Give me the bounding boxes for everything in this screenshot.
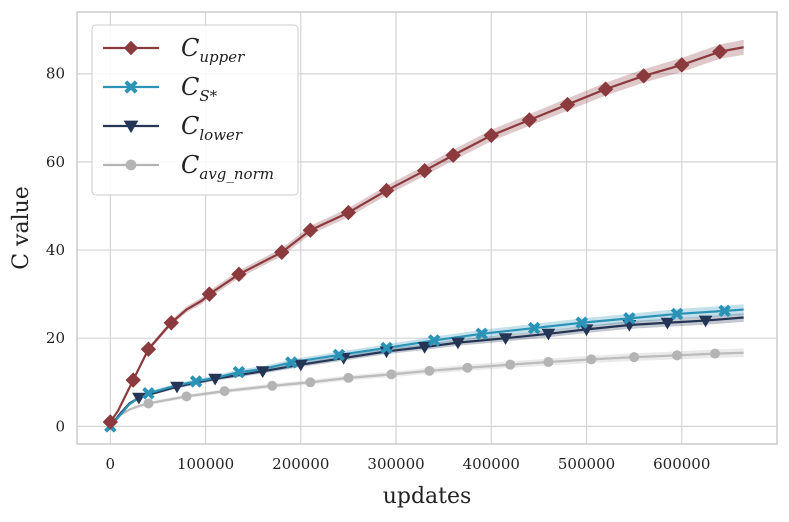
avg_norm-marker xyxy=(386,369,397,380)
y-axis-label: C value xyxy=(9,186,34,270)
legend-symbol: C xyxy=(181,34,199,62)
upper-marker xyxy=(163,315,179,331)
lower-marker xyxy=(698,315,713,328)
avg_norm-marker xyxy=(305,377,316,388)
upper-marker xyxy=(201,286,218,302)
upper-legend-marker xyxy=(123,40,139,56)
avg_norm-marker xyxy=(672,350,682,361)
lower-marker xyxy=(293,359,308,372)
avg_norm-marker xyxy=(505,359,516,370)
avg_norm-legend-label: Cavg_norm xyxy=(181,151,274,183)
upper-marker xyxy=(483,127,499,144)
avg_norm-marker xyxy=(143,398,154,409)
x-tick-label: 200000 xyxy=(272,455,329,473)
upper-marker xyxy=(140,341,157,357)
s_star-marker xyxy=(718,304,731,318)
upper-legend-label: Cupper xyxy=(181,34,245,66)
legend-symbol: C xyxy=(181,112,199,140)
y-tick-label: 40 xyxy=(46,241,65,259)
x-tick-label: 600000 xyxy=(653,455,710,473)
y-tick-label: 80 xyxy=(46,65,65,83)
lower-legend-marker xyxy=(123,120,139,134)
legend-subscript: upper xyxy=(199,48,245,66)
legend-symbol: C xyxy=(181,151,199,179)
s_star-marker xyxy=(232,365,246,379)
x-axis-ticks: 0 100000 200000 300000 400000 500000 600000 xyxy=(106,455,711,473)
lower-marker xyxy=(417,342,432,354)
avg_norm-line xyxy=(109,351,744,425)
lower-legend-label: Clower xyxy=(181,112,243,144)
lower-marker xyxy=(132,392,146,405)
upper-marker xyxy=(635,68,652,84)
s_star-marker xyxy=(285,356,298,369)
avg_norm-marker xyxy=(586,354,597,365)
x-tick-label: 500000 xyxy=(558,455,615,473)
x-tick-label: 100000 xyxy=(177,455,234,473)
legend-subscript: lower xyxy=(199,126,243,144)
s_star-marker xyxy=(670,307,684,321)
upper-marker xyxy=(712,43,728,60)
y-tick-label: 0 xyxy=(55,417,65,435)
lower-marker xyxy=(255,366,270,378)
s_star-legend-marker xyxy=(124,80,138,94)
upper-marker xyxy=(445,147,461,163)
upper-marker xyxy=(416,162,433,179)
avg_norm-marker xyxy=(219,386,230,397)
lower-marker xyxy=(660,317,675,330)
upper-marker xyxy=(102,414,119,430)
upper-marker xyxy=(674,57,690,73)
s_star-marker xyxy=(623,312,636,325)
upper-line xyxy=(109,46,744,423)
upper-marker xyxy=(521,112,538,128)
upper-marker xyxy=(378,182,395,199)
x-tick-label: 0 xyxy=(106,455,116,473)
y-tick-label: 20 xyxy=(46,329,65,347)
series-markers xyxy=(102,43,731,433)
s_star-marker xyxy=(527,321,541,335)
legend-subscript: S* xyxy=(199,87,217,105)
avg_norm-marker xyxy=(267,380,278,391)
avg_norm-marker xyxy=(181,391,192,402)
avg_norm-marker xyxy=(543,357,554,368)
upper-marker xyxy=(597,81,614,97)
y-axis-ticks: 0 20 40 60 80 xyxy=(46,65,65,436)
avg_norm-legend-marker xyxy=(125,159,137,171)
x-axis-label: updates xyxy=(383,484,472,509)
lower-marker xyxy=(451,337,465,350)
s_star-marker xyxy=(332,348,346,362)
lower-marker xyxy=(170,381,184,394)
upper-marker xyxy=(559,96,576,113)
s_star-marker xyxy=(189,375,203,388)
upper-marker xyxy=(125,372,141,388)
upper-marker xyxy=(274,244,290,260)
avg_norm-marker xyxy=(629,352,640,363)
upper-marker xyxy=(302,222,319,238)
lower-marker xyxy=(498,333,513,345)
y-tick-label: 60 xyxy=(46,153,65,171)
lower-marker xyxy=(208,373,222,386)
upper-marker xyxy=(340,204,357,221)
avg_norm-marker xyxy=(424,365,435,376)
x-tick-label: 400000 xyxy=(463,455,520,473)
avg_norm-marker xyxy=(710,348,721,359)
lower-band xyxy=(110,313,744,428)
legend-symbol: C xyxy=(181,73,199,101)
s_star-marker xyxy=(575,316,588,329)
legend-subscript: avg_norm xyxy=(199,165,274,183)
s_star-legend-label: CS* xyxy=(181,73,218,105)
s_star-marker xyxy=(427,334,441,347)
s_star-marker xyxy=(142,387,155,400)
s_star-marker xyxy=(380,341,393,355)
avg_norm-marker xyxy=(462,362,473,373)
lower-marker xyxy=(541,328,556,341)
s_star-marker xyxy=(475,327,488,341)
upper-marker xyxy=(231,266,247,282)
x-tick-label: 300000 xyxy=(367,455,424,473)
avg_norm-marker xyxy=(343,372,354,383)
plot-frame xyxy=(76,11,778,445)
legend-box xyxy=(91,24,299,196)
